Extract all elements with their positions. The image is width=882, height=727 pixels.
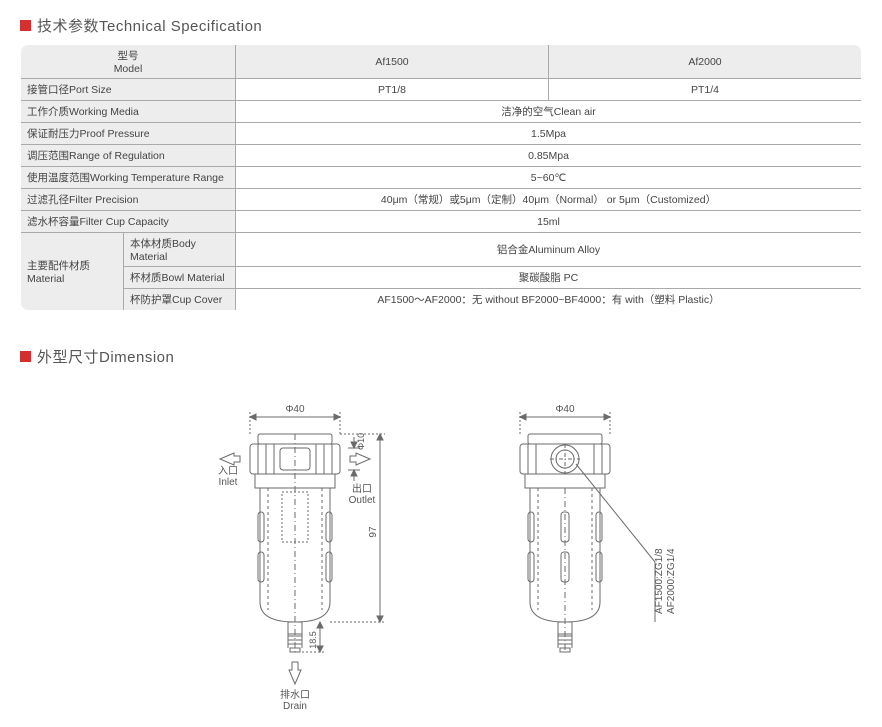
row-val: 铝合金Aluminum Alloy (236, 233, 862, 267)
dim-header: 外型尺寸Dimension (20, 346, 862, 367)
row-label: 过滤孔径Filter Precision (21, 189, 236, 211)
row-label: 杯材质Bowl Material (124, 267, 236, 289)
outlet-r: Φ10 (356, 433, 366, 450)
row-val: 5~60℃ (236, 167, 862, 189)
inlet-en: Inlet (219, 477, 238, 488)
table-row: 工作介质Working Media 洁净的空气Clean air (21, 101, 862, 123)
table-row: 主要配件材质 Material 本体材质Body Material 铝合金Alu… (21, 233, 862, 267)
table-row: 接管口径Port Size PT1/8 PT1/4 (21, 79, 862, 101)
spec-title: 技术参数Technical Specification (37, 15, 262, 36)
row-label: 杯防护罩Cup Cover (124, 289, 236, 311)
row-val: 洁净的空气Clean air (236, 101, 862, 123)
outlet-cn: 出口 (352, 482, 372, 495)
inlet-cn: 入口 (218, 466, 238, 477)
row-val: AF1500～AF2000：无 without BF2000~BF4000：有 … (236, 289, 862, 311)
row-label: 保证耐压力Proof Pressure (21, 123, 236, 145)
spec-table: 型号 Model Af1500 Af2000 接管口径Port Size PT1… (20, 44, 862, 311)
table-row: 保证耐压力Proof Pressure 1.5Mpa (21, 123, 862, 145)
material-group-label: 主要配件材质 Material (21, 233, 124, 311)
row-label: 调压范围Range of Regulation (21, 145, 236, 167)
row-label: 本体材质Body Material (124, 233, 236, 267)
dia-label: Φ40 (285, 404, 305, 415)
table-row: 滤水杯容量Filter Cup Capacity 15ml (21, 211, 862, 233)
row-val: PT1/4 (549, 79, 862, 101)
row-label: 滤水杯容量Filter Cup Capacity (21, 211, 236, 233)
spec-header: 技术参数Technical Specification (20, 15, 862, 36)
row-val: 聚碳酸脂 PC (236, 267, 862, 289)
row-val: 1.5Mpa (236, 123, 862, 145)
table-row: 杯材质Bowl Material 聚碳酸脂 PC (21, 267, 862, 289)
row-label: 工作介质Working Media (21, 101, 236, 123)
outlet-en: Outlet (349, 495, 376, 506)
table-row: 调压范围Range of Regulation 0.85Mpa (21, 145, 862, 167)
h-drain: 18.5 (308, 631, 318, 649)
header-col1: Af1500 (236, 45, 549, 79)
table-row: 过滤孔径Filter Precision 40μm（常规）或5μm（定制）40μ… (21, 189, 862, 211)
dia-label-2: Φ40 (555, 404, 575, 415)
row-val: 40μm（常规）或5μm（定制）40μm（Normal） or 5μm（Cust… (236, 189, 862, 211)
header-model: 型号 Model (21, 45, 236, 79)
header-col2: Af2000 (549, 45, 862, 79)
red-bullet-icon (20, 20, 31, 31)
drain-en: Drain (283, 701, 307, 712)
port-note1: AF1500:ZG1/8 (654, 548, 665, 614)
table-row: 杯防护罩Cup Cover AF1500～AF2000：无 without BF… (21, 289, 862, 311)
port-note2: AF2000:ZG1/4 (666, 548, 677, 614)
h-total: 97 (368, 526, 379, 538)
side-view-drawing: Φ40 AF1500:ZG1/8 AF2000:ZG1/4 (490, 392, 710, 712)
drain-cn: 排水口 (280, 688, 310, 701)
red-bullet-icon (20, 351, 31, 362)
front-view-drawing: Φ40 入口 Inlet (200, 392, 400, 712)
row-val: 0.85Mpa (236, 145, 862, 167)
table-header-row: 型号 Model Af1500 Af2000 (21, 45, 862, 79)
row-val: PT1/8 (236, 79, 549, 101)
row-val: 15ml (236, 211, 862, 233)
drawings-container: Φ40 入口 Inlet (200, 392, 862, 712)
dim-title: 外型尺寸Dimension (37, 346, 174, 367)
row-label: 接管口径Port Size (21, 79, 236, 101)
table-row: 使用温度范围Working Temperature Range 5~60℃ (21, 167, 862, 189)
row-label: 使用温度范围Working Temperature Range (21, 167, 236, 189)
